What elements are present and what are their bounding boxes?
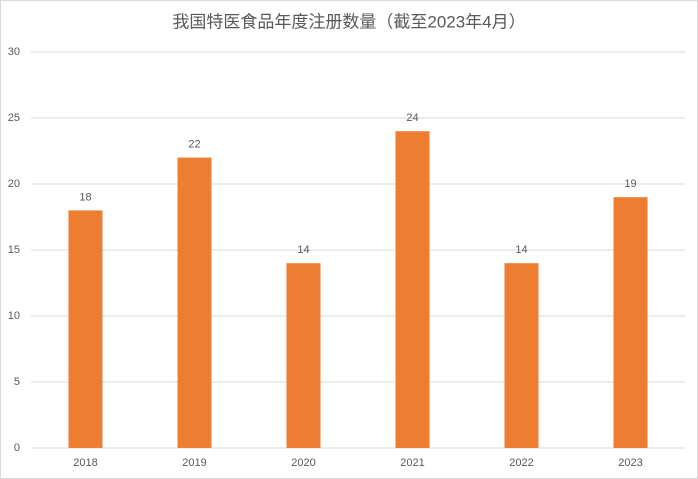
y-tick-label: 20 <box>8 178 20 190</box>
x-tick-label: 2022 <box>509 457 533 469</box>
data-label: 19 <box>624 178 636 190</box>
y-tick-label: 5 <box>14 376 20 388</box>
bar <box>613 197 648 448</box>
y-tick-label: 0 <box>14 442 20 454</box>
bar <box>68 210 103 448</box>
bar <box>395 131 430 448</box>
data-label: 14 <box>297 244 309 256</box>
bar <box>177 157 212 448</box>
y-tick-label: 25 <box>8 112 20 124</box>
data-label: 22 <box>188 139 200 151</box>
y-tick-label: 10 <box>8 310 20 322</box>
data-label: 14 <box>515 244 527 256</box>
y-tick-label: 30 <box>8 46 20 58</box>
bar <box>286 263 321 448</box>
data-label: 18 <box>79 191 91 203</box>
x-tick-label: 2018 <box>73 457 97 469</box>
data-label: 24 <box>406 112 418 124</box>
y-tick-label: 15 <box>8 244 20 256</box>
chart-title: 我国特医食品年度注册数量（截至2023年4月） <box>172 12 525 31</box>
x-tick-label: 2019 <box>182 457 206 469</box>
x-tick-label: 2023 <box>618 457 642 469</box>
x-tick-label: 2021 <box>400 457 424 469</box>
x-tick-label: 2020 <box>291 457 315 469</box>
bar <box>504 263 539 448</box>
